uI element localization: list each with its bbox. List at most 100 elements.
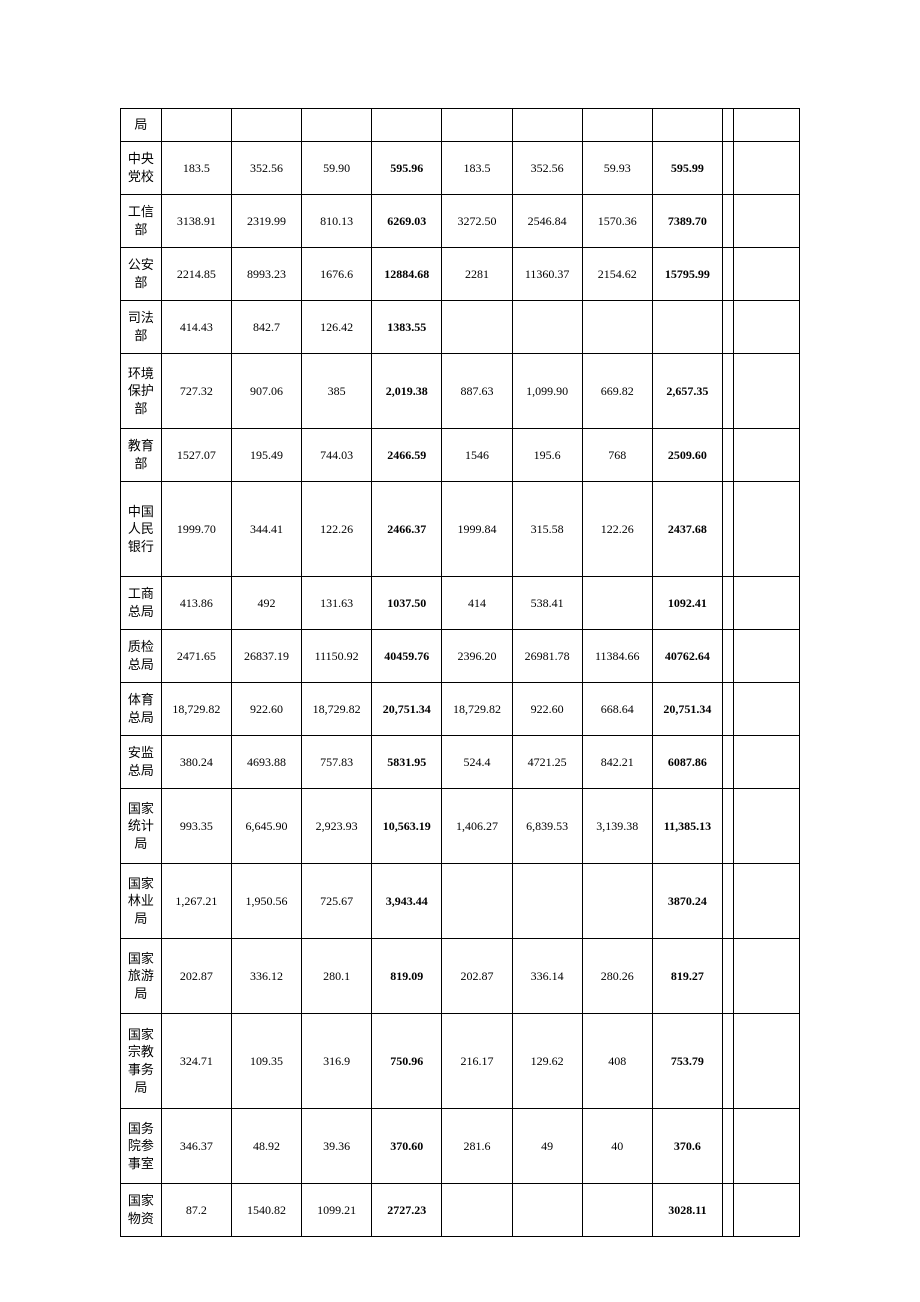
cell: 922.60 <box>512 683 582 736</box>
cell: 842.21 <box>582 736 652 789</box>
cell: 109.35 <box>231 1014 301 1109</box>
cell: 18,729.82 <box>161 683 231 736</box>
table-row: 质检总局2471.6526837.1911150.9240459.762396.… <box>121 630 800 683</box>
cell: 336.14 <box>512 939 582 1014</box>
cell: 15795.99 <box>652 248 722 301</box>
cell: 2,923.93 <box>302 789 372 864</box>
cell <box>734 1109 800 1184</box>
cell: 122.26 <box>302 482 372 577</box>
cell: 1,099.90 <box>512 354 582 429</box>
cell: 40 <box>582 1109 652 1184</box>
cell: 370.6 <box>652 1109 722 1184</box>
row-label: 国家物资 <box>121 1184 162 1237</box>
cell <box>722 1184 733 1237</box>
cell: 668.64 <box>582 683 652 736</box>
cell: 2214.85 <box>161 248 231 301</box>
cell <box>582 577 652 630</box>
cell: 669.82 <box>582 354 652 429</box>
cell <box>734 683 800 736</box>
row-label: 体育总局 <box>121 683 162 736</box>
cell: 2437.68 <box>652 482 722 577</box>
row-label: 国家统计局 <box>121 789 162 864</box>
cell: 993.35 <box>161 789 231 864</box>
cell: 59.90 <box>302 142 372 195</box>
cell: 183.5 <box>442 142 512 195</box>
cell: 408 <box>582 1014 652 1109</box>
cell <box>734 195 800 248</box>
cell: 202.87 <box>442 939 512 1014</box>
cell <box>734 301 800 354</box>
cell <box>582 301 652 354</box>
cell: 1999.84 <box>442 482 512 577</box>
cell: 2281 <box>442 248 512 301</box>
cell <box>722 429 733 482</box>
cell: 595.96 <box>372 142 442 195</box>
cell: 2319.99 <box>231 195 301 248</box>
cell: 346.37 <box>161 1109 231 1184</box>
cell: 324.71 <box>161 1014 231 1109</box>
cell <box>722 1109 733 1184</box>
cell: 202.87 <box>161 939 231 1014</box>
cell <box>442 301 512 354</box>
cell: 907.06 <box>231 354 301 429</box>
cell <box>722 683 733 736</box>
table-row: 国家林业局1,267.211,950.56725.673,943.443870.… <box>121 864 800 939</box>
cell: 122.26 <box>582 482 652 577</box>
cell <box>734 939 800 1014</box>
cell: 370.60 <box>372 1109 442 1184</box>
cell: 352.56 <box>231 142 301 195</box>
cell: 727.32 <box>161 354 231 429</box>
cell <box>722 736 733 789</box>
cell: 131.63 <box>302 577 372 630</box>
cell <box>734 248 800 301</box>
cell: 750.96 <box>372 1014 442 1109</box>
cell: 281.6 <box>442 1109 512 1184</box>
table-row: 体育总局18,729.82922.6018,729.8220,751.3418,… <box>121 683 800 736</box>
cell: 768 <box>582 429 652 482</box>
cell <box>734 1014 800 1109</box>
cell: 39.36 <box>302 1109 372 1184</box>
cell: 524.4 <box>442 736 512 789</box>
cell <box>442 864 512 939</box>
cell: 6,839.53 <box>512 789 582 864</box>
row-label: 局 <box>121 109 162 142</box>
table-row: 中央党校183.5352.5659.90595.96183.5352.5659.… <box>121 142 800 195</box>
cell <box>231 109 301 142</box>
cell <box>734 789 800 864</box>
cell: 1546 <box>442 429 512 482</box>
cell: 2396.20 <box>442 630 512 683</box>
cell <box>302 109 372 142</box>
cell: 757.83 <box>302 736 372 789</box>
cell: 3870.24 <box>652 864 722 939</box>
cell: 2466.37 <box>372 482 442 577</box>
cell: 492 <box>231 577 301 630</box>
cell: 1570.36 <box>582 195 652 248</box>
table-row: 公安部2214.858993.231676.612884.68228111360… <box>121 248 800 301</box>
cell <box>734 429 800 482</box>
cell: 887.63 <box>442 354 512 429</box>
cell: 538.41 <box>512 577 582 630</box>
table-row: 国家统计局993.356,645.902,923.9310,563.191,40… <box>121 789 800 864</box>
cell: 18,729.82 <box>302 683 372 736</box>
cell <box>722 1014 733 1109</box>
cell: 2,019.38 <box>372 354 442 429</box>
cell <box>512 109 582 142</box>
cell: 280.26 <box>582 939 652 1014</box>
cell: 20,751.34 <box>652 683 722 736</box>
cell: 6,645.90 <box>231 789 301 864</box>
cell <box>734 577 800 630</box>
cell <box>734 864 800 939</box>
cell: 1,267.21 <box>161 864 231 939</box>
cell: 819.27 <box>652 939 722 1014</box>
cell <box>582 109 652 142</box>
table-row: 国家物资87.21540.821099.212727.233028.11 <box>121 1184 800 1237</box>
cell: 842.7 <box>231 301 301 354</box>
cell: 1,950.56 <box>231 864 301 939</box>
table-row: 中国人民银行1999.70344.41122.262466.371999.843… <box>121 482 800 577</box>
cell <box>722 630 733 683</box>
cell <box>734 1184 800 1237</box>
cell <box>734 482 800 577</box>
cell: 8993.23 <box>231 248 301 301</box>
cell: 49 <box>512 1109 582 1184</box>
cell: 216.17 <box>442 1014 512 1109</box>
